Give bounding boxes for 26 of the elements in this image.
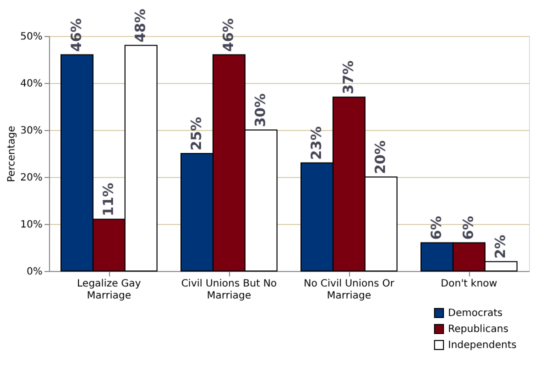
data-label: 2%	[493, 234, 509, 259]
y-tick-label: 40%	[20, 78, 42, 90]
x-tick-label: Legalize Gay Marriage	[77, 278, 142, 302]
y-axis-title: Percentage	[6, 126, 18, 182]
y-tick-label: 0%	[26, 266, 42, 278]
data-label: 11%	[101, 182, 117, 216]
x-tick-label: Don't know	[440, 278, 498, 290]
data-label: 25%	[189, 116, 205, 150]
data-label: 37%	[341, 60, 357, 94]
legend-label: Independents	[448, 340, 517, 351]
x-tick-label: Civil Unions But No Marriage	[181, 278, 277, 302]
data-label: 6%	[429, 216, 445, 240]
data-label: 30%	[253, 93, 269, 127]
data-label: 20%	[373, 140, 389, 174]
legend-label: Republicans	[448, 324, 508, 335]
legend-label: Democrats	[448, 308, 503, 319]
y-tick-label: 50%	[20, 32, 42, 42]
y-tick-label: 20%	[20, 172, 42, 184]
x-tick-label: No Civil Unions Or Marriage	[304, 278, 396, 302]
data-label: 46%	[221, 18, 237, 52]
data-label: 46%	[69, 18, 85, 52]
data-label: 48%	[133, 8, 149, 42]
data-label: 6%	[461, 216, 477, 240]
y-tick-label: 10%	[20, 220, 42, 230]
y-tick-label: 30%	[20, 126, 42, 136]
data-label: 23%	[309, 126, 325, 160]
